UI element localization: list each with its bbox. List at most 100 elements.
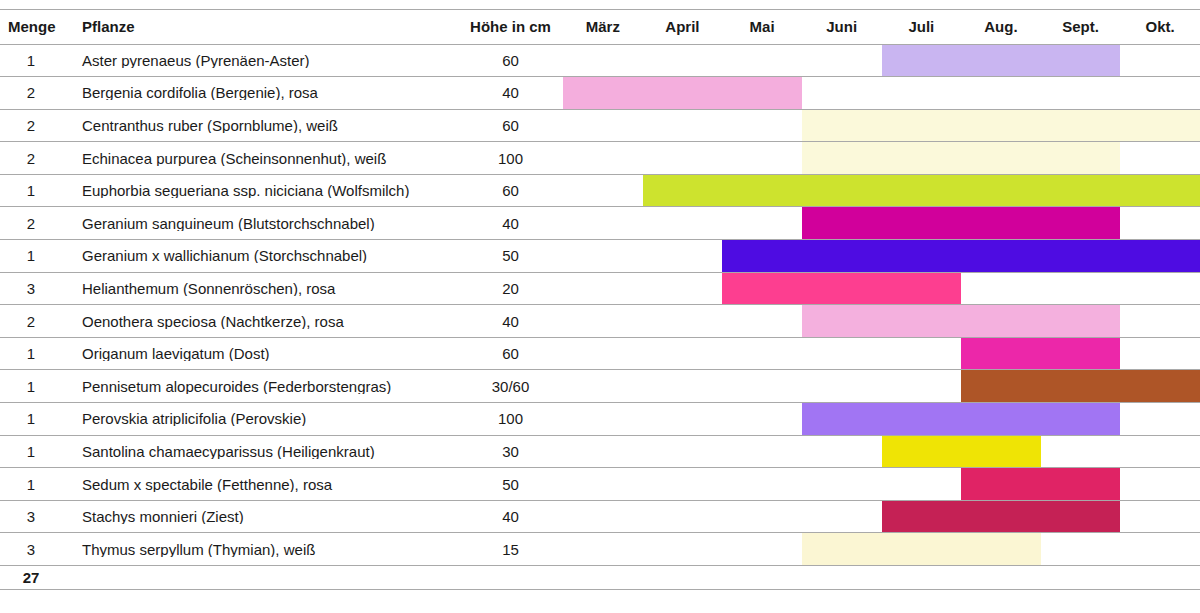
- table-row: 1 Pennisetum alopecuroides (Federborsten…: [0, 370, 1200, 403]
- bloom-bar: [563, 77, 802, 109]
- month-header-label: März: [563, 19, 643, 34]
- plant-name-cell: Santolina chamaecyparissus (Heiligenkrau…: [62, 444, 450, 459]
- table-row: 1 Santolina chamaecyparissus (Heiligenkr…: [0, 436, 1200, 469]
- plant-name-cell: Centranthus ruber (Spornblume), weiß: [62, 118, 450, 133]
- table-body: 1 Aster pyrenaeus (Pyrenäen-Aster) 60 2 …: [0, 45, 1200, 567]
- bloom-months-cell: [563, 175, 1200, 207]
- menge-cell: 1: [0, 477, 62, 492]
- bloom-months-cell: [563, 305, 1200, 337]
- header-row: Menge Pflanze Höhe in cm MärzAprilMaiJun…: [0, 10, 1200, 45]
- bloom-bar: [802, 305, 1121, 337]
- hoehe-cell: 50: [450, 248, 563, 263]
- menge-cell: 2: [0, 216, 62, 231]
- hoehe-cell: 50: [450, 477, 563, 492]
- menge-cell: 1: [0, 53, 62, 68]
- plant-name-cell: Sedum x spectabile (Fetthenne), rosa: [62, 477, 450, 492]
- plant-name-cell: Origanum laevigatum (Dost): [62, 346, 450, 361]
- bloom-bar: [802, 110, 1200, 142]
- bloom-bar: [961, 370, 1200, 402]
- month-header-label: Aug.: [961, 19, 1041, 34]
- bloom-months-cell: [563, 533, 1200, 565]
- plant-name-cell: Oenothera speciosa (Nachtkerze), rosa: [62, 314, 450, 329]
- bloom-bar: [802, 207, 1121, 239]
- bloom-bar: [802, 142, 1121, 174]
- plant-name-cell: Aster pyrenaeus (Pyrenäen-Aster): [62, 53, 450, 68]
- column-header-pflanze: Pflanze: [62, 19, 450, 34]
- month-header-label: Mai: [722, 19, 802, 34]
- table-row: 3 Thymus serpyllum (Thymian), weiß 15: [0, 533, 1200, 566]
- plant-name-cell: Stachys monnieri (Ziest): [62, 509, 450, 524]
- table-row: 1 Geranium x wallichianum (Storchschnabe…: [0, 240, 1200, 273]
- plant-name-cell: Echinacea purpurea (Scheinsonnenhut), we…: [62, 151, 450, 166]
- bloom-months-cell: [563, 338, 1200, 370]
- month-header-row: MärzAprilMaiJuniJuliAug.Sept.Okt.: [563, 10, 1200, 44]
- bloom-bar: [882, 501, 1121, 533]
- hoehe-cell: 30: [450, 444, 563, 459]
- menge-cell: 1: [0, 346, 62, 361]
- table-row: 3 Stachys monnieri (Ziest) 40: [0, 501, 1200, 534]
- menge-cell: 2: [0, 85, 62, 100]
- menge-cell: 1: [0, 183, 62, 198]
- menge-cell: 1: [0, 444, 62, 459]
- plant-name-cell: Perovskia atriplicifolia (Perovskie): [62, 411, 450, 426]
- hoehe-cell: 30/60: [450, 379, 563, 394]
- bloom-months-cell: [563, 207, 1200, 239]
- column-header-menge: Menge: [0, 19, 62, 34]
- bloom-bar: [802, 403, 1121, 435]
- bloom-bar: [961, 338, 1120, 370]
- menge-cell: 1: [0, 411, 62, 426]
- bloom-months-cell: [563, 142, 1200, 174]
- bloom-months-cell: [563, 45, 1200, 77]
- bloom-months-cell: [563, 370, 1200, 402]
- bloom-months-cell: [563, 501, 1200, 533]
- bloom-months-cell: [563, 77, 1200, 109]
- table-row: 1 Euphorbia segueriana ssp. niciciana (W…: [0, 175, 1200, 208]
- month-header-label: April: [643, 19, 723, 34]
- bloom-months-cell: [563, 240, 1200, 272]
- bloom-months-cell: [563, 403, 1200, 435]
- table-row: 1 Sedum x spectabile (Fetthenne), rosa 5…: [0, 468, 1200, 501]
- plant-name-cell: Geranium x wallichianum (Storchschnabel): [62, 248, 450, 263]
- bloom-bar: [722, 240, 1200, 272]
- hoehe-cell: 15: [450, 542, 563, 557]
- bloom-bar: [643, 175, 1200, 207]
- hoehe-cell: 60: [450, 118, 563, 133]
- menge-cell: 1: [0, 248, 62, 263]
- hoehe-cell: 60: [450, 53, 563, 68]
- plant-name-cell: Geranium sanguineum (Blutstorchschnabel): [62, 216, 450, 231]
- menge-cell: 3: [0, 542, 62, 557]
- hoehe-cell: 100: [450, 151, 563, 166]
- month-header-label: Sept.: [1041, 19, 1121, 34]
- hoehe-cell: 20: [450, 281, 563, 296]
- bloom-months-cell: [563, 110, 1200, 142]
- bloom-months-cell: [563, 436, 1200, 468]
- table-row: 2 Oenothera speciosa (Nachtkerze), rosa …: [0, 305, 1200, 338]
- bloom-bar: [961, 468, 1120, 500]
- month-header-label: Juli: [882, 19, 962, 34]
- table-row: 3 Helianthemum (Sonnenröschen), rosa 20: [0, 273, 1200, 306]
- hoehe-cell: 100: [450, 411, 563, 426]
- column-header-hoehe: Höhe in cm: [450, 19, 563, 34]
- bloom-bar: [882, 436, 1041, 468]
- hoehe-cell: 40: [450, 216, 563, 231]
- plant-name-cell: Thymus serpyllum (Thymian), weiß: [62, 542, 450, 557]
- table-row: 1 Perovskia atriplicifolia (Perovskie) 1…: [0, 403, 1200, 436]
- table-row: 2 Bergenia cordifolia (Bergenie), rosa 4…: [0, 77, 1200, 110]
- month-header-label: Juni: [802, 19, 882, 34]
- table-row: 2 Echinacea purpurea (Scheinsonnenhut), …: [0, 142, 1200, 175]
- bloom-bar: [802, 533, 1041, 565]
- menge-cell: 2: [0, 314, 62, 329]
- month-header-label: Okt.: [1120, 19, 1200, 34]
- menge-cell: 3: [0, 281, 62, 296]
- plant-name-cell: Bergenia cordifolia (Bergenie), rosa: [62, 85, 450, 100]
- hoehe-cell: 40: [450, 314, 563, 329]
- plant-name-cell: Helianthemum (Sonnenröschen), rosa: [62, 281, 450, 296]
- hoehe-cell: 60: [450, 183, 563, 198]
- menge-cell: 2: [0, 118, 62, 133]
- menge-cell: 1: [0, 379, 62, 394]
- table-row: 2 Centranthus ruber (Spornblume), weiß 6…: [0, 110, 1200, 143]
- table-row: 1 Aster pyrenaeus (Pyrenäen-Aster) 60: [0, 45, 1200, 78]
- bloom-months-cell: [563, 468, 1200, 500]
- hoehe-cell: 60: [450, 346, 563, 361]
- plant-name-cell: Pennisetum alopecuroides (Federborstengr…: [62, 379, 450, 394]
